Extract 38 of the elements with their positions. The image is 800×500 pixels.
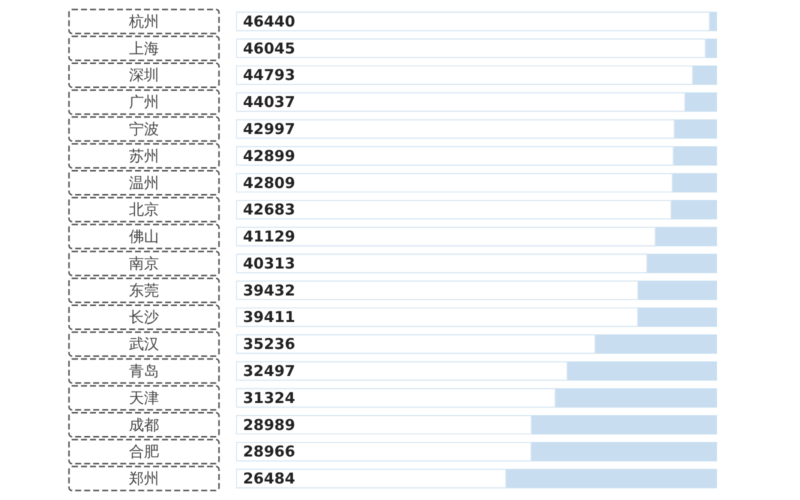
y-tick-label: 杭州 bbox=[128, 12, 159, 30]
y-tick-label: 长沙 bbox=[129, 308, 159, 326]
data-label: 42809 bbox=[243, 174, 296, 192]
y-tick-label: 合肥 bbox=[129, 442, 159, 461]
y-tick-label: 广州 bbox=[129, 93, 159, 112]
data-label: 42683 bbox=[243, 200, 296, 219]
data-label: 39432 bbox=[243, 281, 296, 300]
y-tick-label: 上海 bbox=[129, 39, 159, 58]
y-tick-label: 南京 bbox=[129, 254, 159, 272]
y-tick-label: 武汉 bbox=[129, 335, 159, 354]
bar bbox=[236, 12, 710, 32]
data-label: 44793 bbox=[243, 66, 296, 84]
y-tick-label: 温州 bbox=[129, 174, 159, 192]
y-tick-label: 郑州 bbox=[129, 470, 159, 488]
data-label: 28966 bbox=[243, 442, 296, 461]
y-tick-label: 佛山 bbox=[129, 228, 159, 246]
y-tick-label: 东莞 bbox=[129, 281, 159, 300]
y-tick-label: 苏州 bbox=[129, 146, 159, 165]
data-label: 42899 bbox=[243, 146, 296, 165]
data-label: 39411 bbox=[243, 308, 296, 326]
bar bbox=[236, 38, 706, 58]
y-tick-label: 宁波 bbox=[129, 120, 159, 138]
data-label: 28989 bbox=[243, 416, 296, 434]
y-tick-label: 北京 bbox=[129, 200, 159, 219]
y-tick-label: 成都 bbox=[129, 416, 159, 434]
data-label: 40313 bbox=[243, 254, 296, 272]
data-label: 26484 bbox=[243, 470, 296, 488]
data-label: 31324 bbox=[243, 388, 296, 407]
y-tick-label: 青岛 bbox=[129, 362, 159, 380]
data-label: 46045 bbox=[243, 39, 296, 58]
y-tick-label: 天津 bbox=[129, 388, 159, 407]
data-label: 46440 bbox=[243, 12, 296, 30]
data-label: 42997 bbox=[243, 120, 296, 138]
data-label: 32497 bbox=[243, 362, 296, 380]
data-label: 35236 bbox=[243, 335, 296, 354]
data-label: 44037 bbox=[243, 93, 296, 112]
data-label: 41129 bbox=[243, 228, 296, 246]
y-tick-label: 深圳 bbox=[129, 66, 159, 84]
